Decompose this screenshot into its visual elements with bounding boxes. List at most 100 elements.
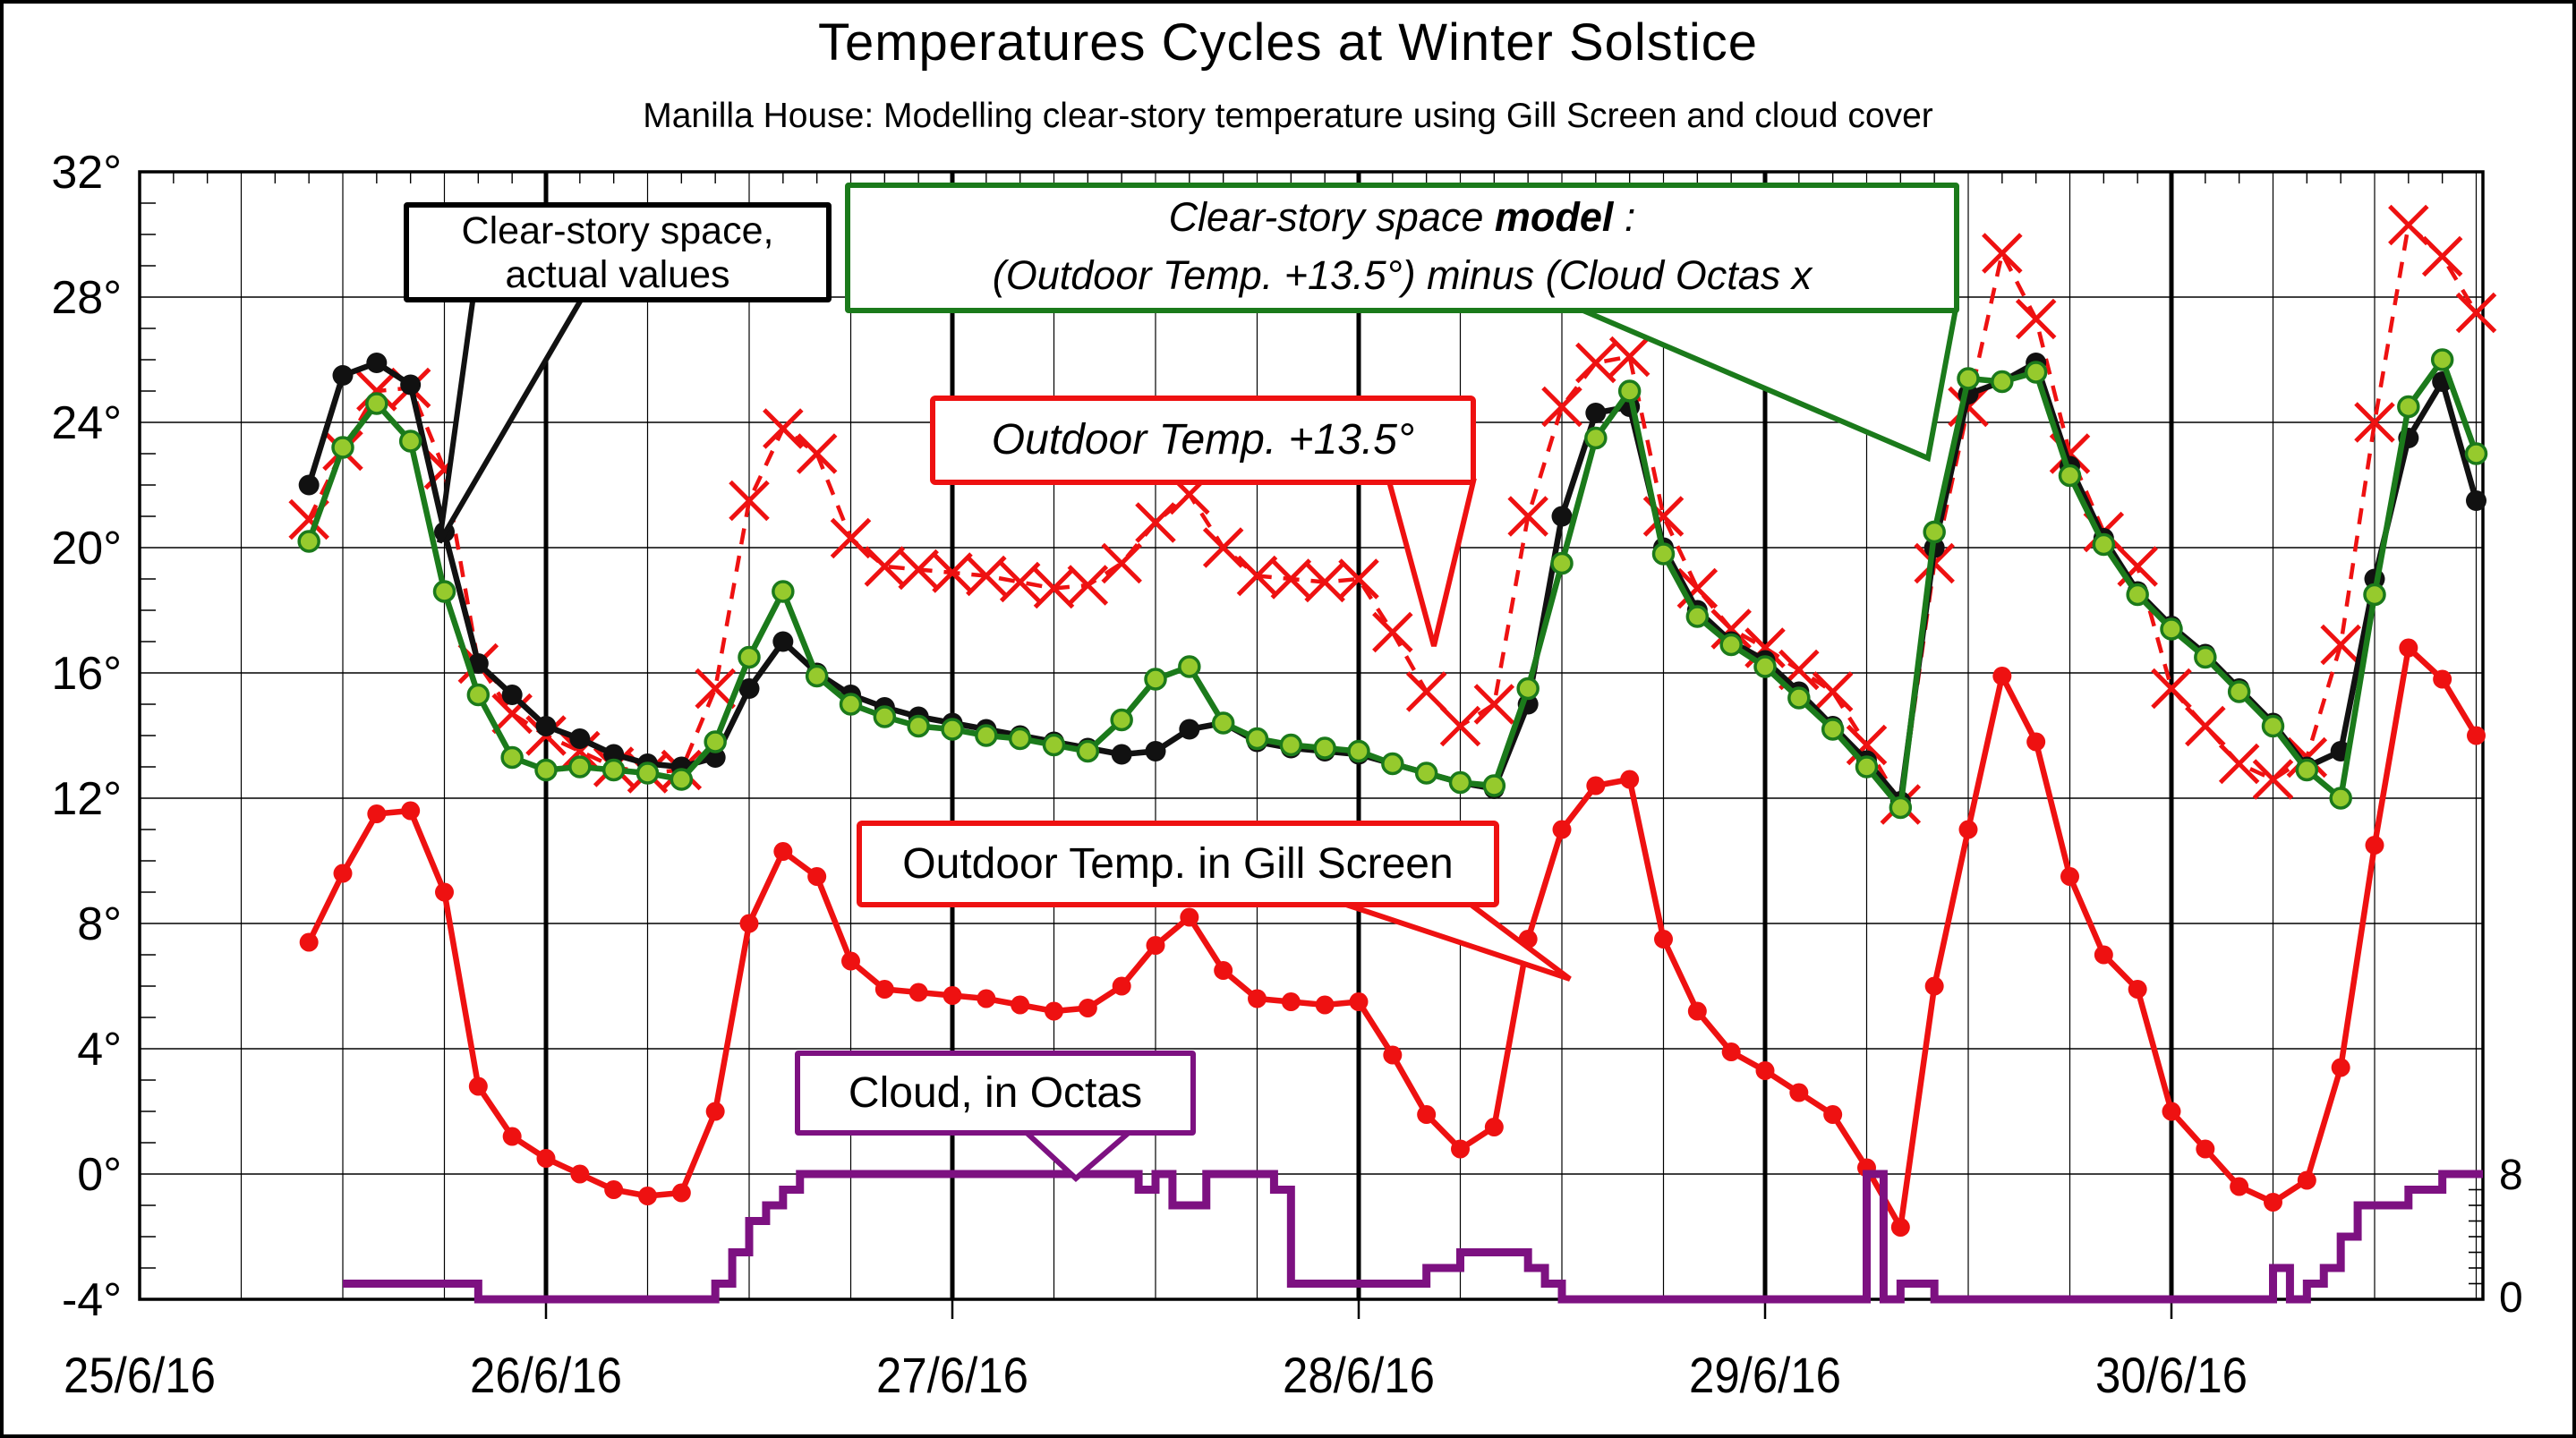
- x-axis-date-label: 27/6/16: [876, 1347, 1028, 1403]
- gill-marker: [2128, 980, 2147, 999]
- gill-marker: [2060, 867, 2079, 886]
- dashed-marker: [2320, 624, 2361, 666]
- model-marker: [2194, 645, 2217, 669]
- dashed-marker: [1338, 558, 1379, 600]
- gill-marker: [807, 867, 827, 886]
- actual-marker: [298, 474, 320, 496]
- gill-marker: [1180, 907, 1199, 927]
- dashed-marker: [898, 549, 939, 591]
- actual-marker: [2466, 490, 2486, 511]
- model-marker: [941, 718, 964, 741]
- model-marker: [805, 664, 829, 688]
- gill-marker: [468, 1076, 488, 1096]
- gill-marker: [435, 882, 454, 902]
- x-axis-date-label: 28/6/16: [1283, 1347, 1435, 1403]
- dashed-marker: [2455, 292, 2497, 334]
- dashed-marker: [1405, 671, 1447, 712]
- dashed-marker: [2218, 743, 2260, 785]
- gill-marker: [1112, 976, 1131, 996]
- gill-marker: [1721, 1042, 1741, 1061]
- model-marker: [873, 705, 897, 728]
- gill-marker: [1992, 667, 2012, 685]
- dashed-marker: [1812, 671, 1854, 712]
- right-axis-label-8: 8: [2499, 1152, 2523, 1199]
- model-marker: [1516, 676, 1540, 701]
- model-marker: [398, 430, 422, 453]
- dashed-marker: [966, 555, 1007, 597]
- model-marker: [1279, 733, 1303, 757]
- dashed-marker: [695, 668, 736, 710]
- model-marker: [331, 436, 354, 459]
- gill-marker: [2230, 1177, 2249, 1196]
- x-axis-date-label: 30/6/16: [2095, 1347, 2248, 1403]
- gill-marker: [2162, 1102, 2181, 1121]
- x-axis-date-label: 29/6/16: [1689, 1347, 1841, 1403]
- model-marker: [2295, 758, 2319, 782]
- model-marker: [2227, 680, 2251, 703]
- dashed-marker: [1304, 561, 1345, 603]
- gill-marker: [671, 1183, 691, 1203]
- gill-marker: [1755, 1061, 1775, 1080]
- model-marker: [297, 530, 320, 553]
- model-marker: [568, 755, 592, 779]
- callout-actual-values: Clear-story space, actual values: [404, 202, 832, 302]
- y-axis-label: 28°: [51, 272, 122, 324]
- dashed-marker: [1439, 705, 1481, 747]
- dashed-marker: [2252, 759, 2294, 800]
- model-marker: [1448, 770, 1472, 795]
- dashed-marker: [1236, 555, 1278, 597]
- cloud-octas-series: [343, 1170, 2483, 1304]
- gill-marker: [1823, 1105, 1843, 1124]
- actual-marker: [467, 653, 489, 674]
- dashed-marker: [729, 480, 770, 522]
- model-marker: [1245, 727, 1269, 751]
- gill-marker: [705, 1102, 725, 1121]
- gill-marker: [908, 983, 928, 1002]
- actual-marker: [1145, 741, 1166, 762]
- dashed-marker: [2421, 235, 2463, 277]
- gill-marker: [1214, 961, 1233, 980]
- gill-marker: [2399, 638, 2418, 658]
- model-marker: [1685, 605, 1710, 628]
- dashed-marker: [830, 517, 872, 559]
- dashed-marker: [864, 546, 906, 587]
- y-axis-label: 0°: [77, 1149, 122, 1201]
- callout-outdoor-plus135: Outdoor Temp. +13.5°: [930, 396, 1476, 485]
- dashed-marker: [1507, 496, 1548, 537]
- gill-marker: [570, 1164, 590, 1184]
- gill-marker: [536, 1149, 556, 1168]
- model-marker: [1076, 739, 1100, 763]
- model-marker: [2024, 361, 2048, 384]
- chart-svg: 32° 28° 24° 20° 16° 12° 8° 4° 0° -4° 8 0 25/6/16 26/6…: [51, 147, 2523, 1403]
- dashed-marker: [1541, 386, 1582, 428]
- model-marker: [1821, 718, 1845, 741]
- callout-model-line1: Clear-story space model :: [1168, 194, 1636, 240]
- dashed-marker: [1067, 565, 1109, 606]
- model-marker: [1651, 542, 1676, 566]
- model-marker: [907, 714, 930, 738]
- gill-marker: [1552, 820, 1572, 839]
- dashed-marker: [1270, 558, 1312, 600]
- model-marker: [1991, 370, 2014, 394]
- model-marker: [1008, 727, 1032, 751]
- dashed-marker: [2185, 705, 2226, 747]
- y-axis-label: 4°: [77, 1024, 122, 1076]
- callout-actual-line2: actual values: [505, 253, 730, 296]
- actual-marker: [1585, 403, 1607, 423]
- model-marker: [670, 768, 694, 791]
- dashed-marker: [1372, 611, 1413, 653]
- model-marker: [635, 762, 660, 785]
- gill-marker: [1349, 992, 1369, 1011]
- dashed-marker: [2151, 668, 2192, 710]
- gill-marker: [638, 1187, 657, 1205]
- model-marker: [2430, 348, 2454, 371]
- model-marker: [1144, 668, 1167, 691]
- model-marker: [839, 693, 863, 716]
- dashed-marker: [491, 693, 533, 735]
- model-marker: [1347, 739, 1370, 763]
- gill-marker: [1586, 776, 1606, 796]
- dashed-marker: [559, 730, 601, 772]
- model-marker: [1855, 755, 1879, 779]
- dashed-marker: [356, 370, 397, 412]
- model-marker: [2092, 532, 2116, 557]
